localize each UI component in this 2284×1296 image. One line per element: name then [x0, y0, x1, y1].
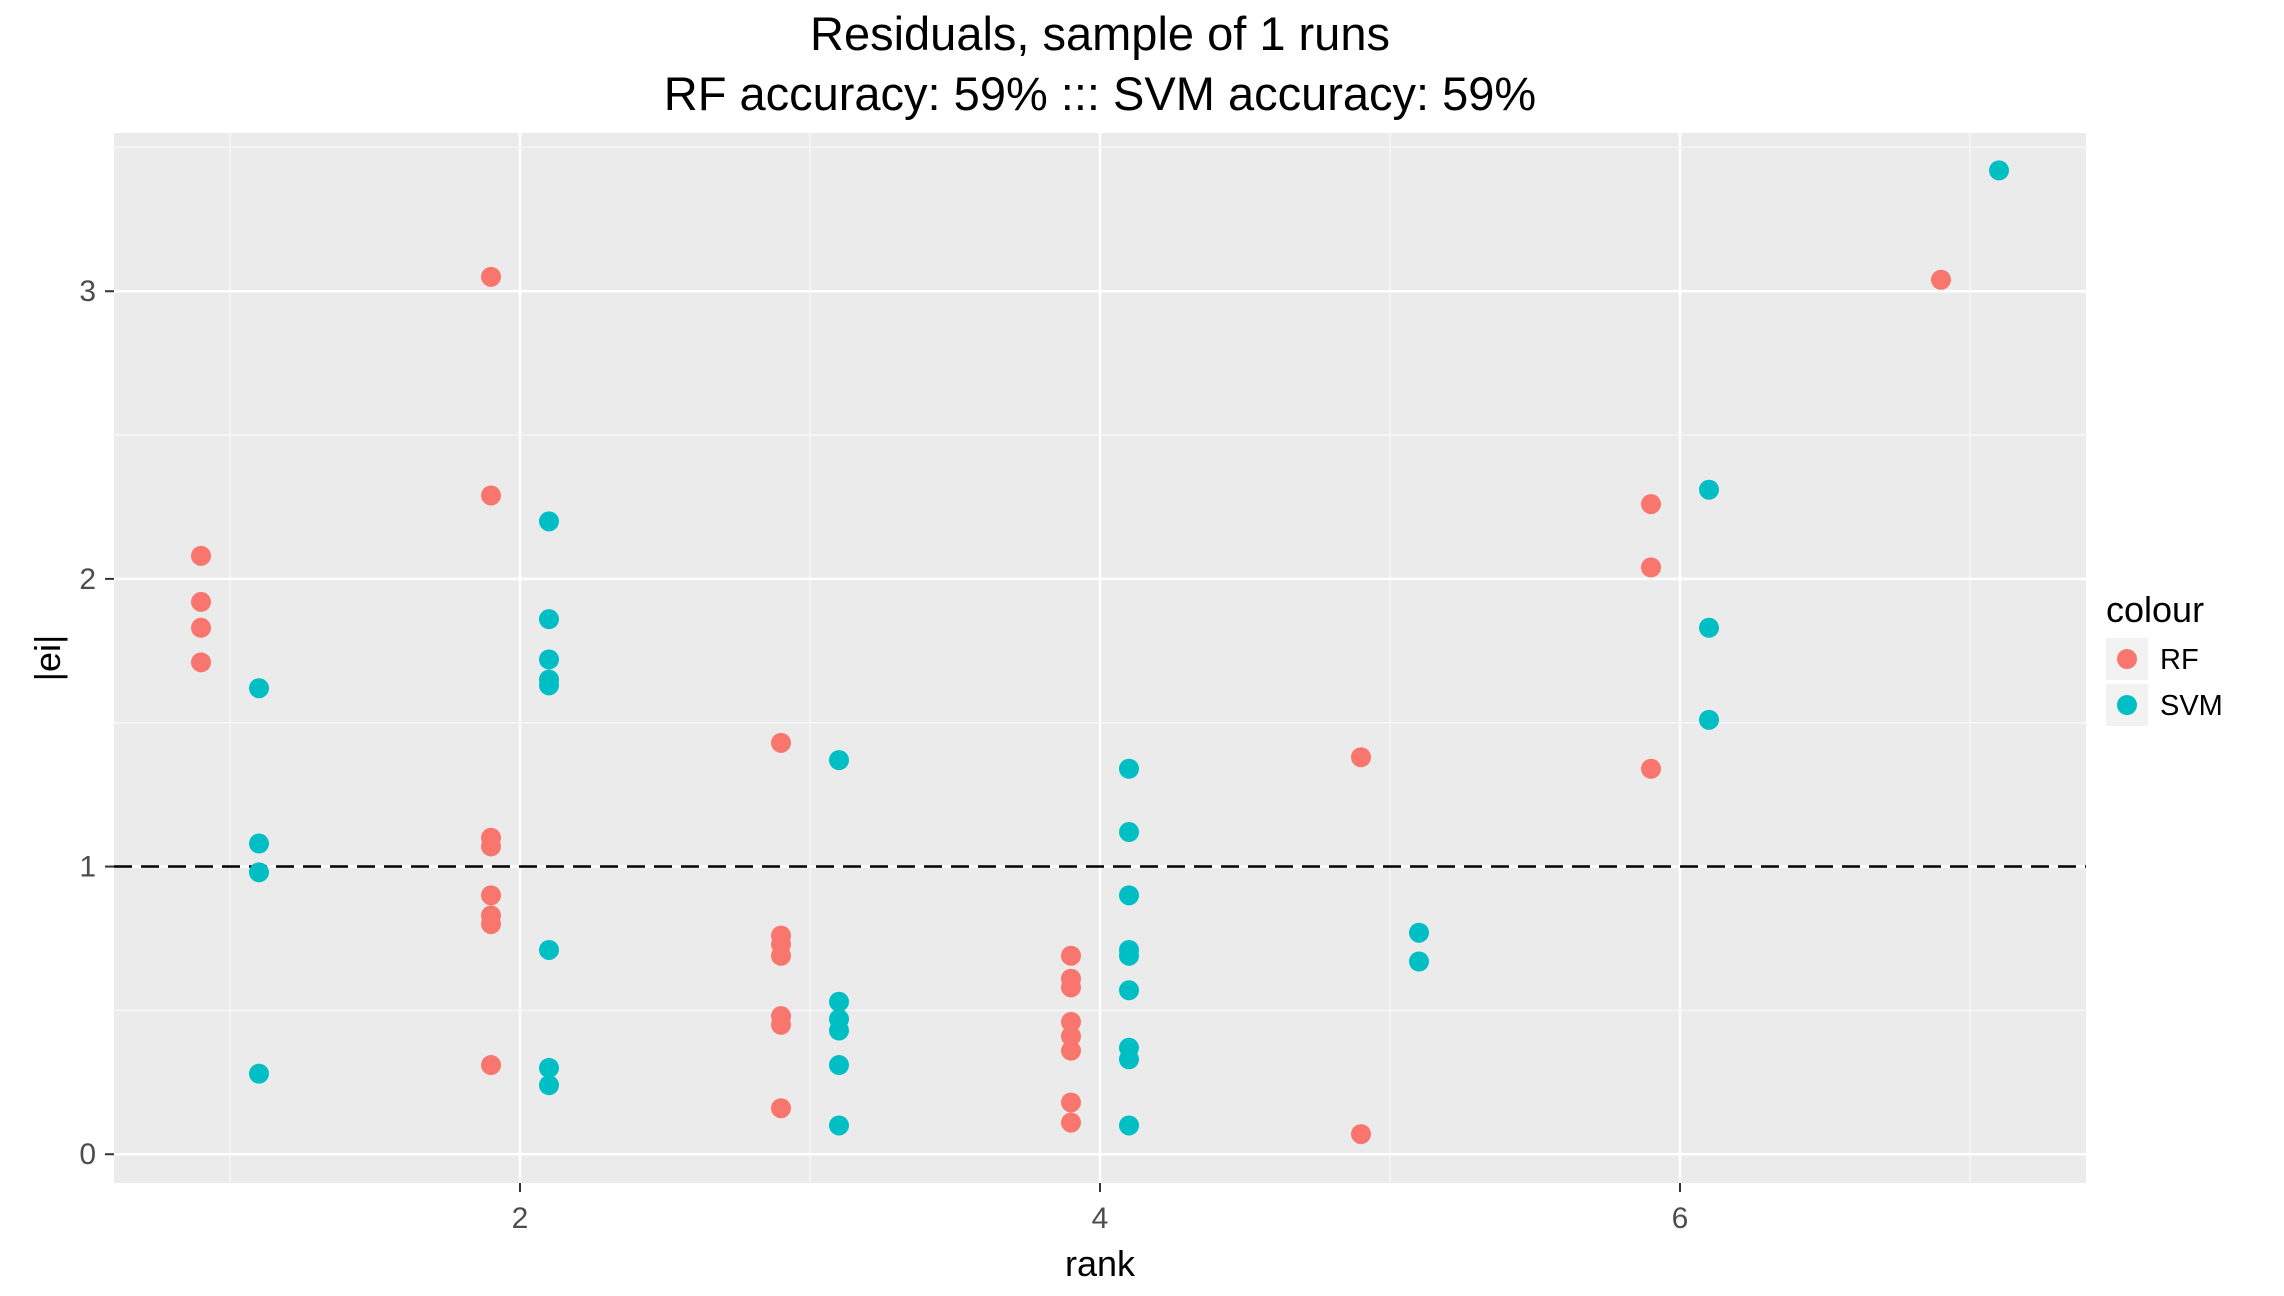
point-svm [829, 1055, 849, 1076]
point-svm [1699, 617, 1719, 638]
point-rf [1061, 1040, 1081, 1061]
point-svm [1119, 1049, 1139, 1070]
y-tick-label: 0 [79, 1138, 96, 1171]
point-svm [249, 1063, 269, 1084]
point-rf [1061, 1011, 1081, 1032]
legend-label-rf: RF [2160, 644, 2199, 676]
x-tick-label: 4 [1092, 1202, 1109, 1235]
y-tick-label: 3 [79, 275, 96, 308]
point-svm [1409, 951, 1429, 972]
x-axis-title: rank [1065, 1243, 1136, 1284]
point-rf [481, 485, 501, 506]
point-rf [1061, 1112, 1081, 1133]
point-rf [191, 545, 211, 566]
point-svm [249, 833, 269, 854]
data-points [191, 160, 2009, 1145]
point-rf [1641, 557, 1661, 578]
point-svm [1989, 160, 2009, 181]
y-tick-label: 1 [79, 851, 96, 884]
point-svm [1119, 822, 1139, 843]
point-svm [539, 939, 559, 960]
point-rf [191, 617, 211, 638]
legend-label-svm: SVM [2160, 690, 2223, 722]
legend-key-rf [2117, 649, 2137, 669]
point-svm [1699, 709, 1719, 730]
point-rf [1351, 1124, 1371, 1145]
y-axis-title: |ei| [27, 635, 68, 682]
point-svm [1119, 945, 1139, 966]
point-svm [1119, 758, 1139, 779]
y-axis: 0 1 2 3 [79, 275, 114, 1171]
point-rf [191, 591, 211, 612]
point-rf [771, 732, 791, 753]
chart-title: Residuals, sample of 1 runs [810, 7, 1390, 60]
point-rf [1641, 758, 1661, 779]
chart-subtitle: RF accuracy: 59% ::: SVM accuracy: 59% [664, 67, 1536, 120]
point-rf [481, 914, 501, 935]
point-svm [829, 1020, 849, 1041]
y-tick-label: 2 [79, 563, 96, 596]
point-svm [1119, 885, 1139, 906]
point-svm [249, 862, 269, 883]
point-rf [1351, 747, 1371, 768]
point-rf [1061, 1026, 1081, 1047]
point-rf [1061, 1092, 1081, 1113]
point-rf [191, 652, 211, 673]
point-svm [829, 991, 849, 1012]
legend-title: colour [2106, 589, 2204, 630]
point-svm [539, 649, 559, 670]
point-svm [829, 1115, 849, 1136]
point-rf [481, 266, 501, 287]
point-rf [1641, 494, 1661, 515]
point-svm [1119, 980, 1139, 1001]
point-rf [771, 1014, 791, 1035]
point-rf [771, 1098, 791, 1119]
point-svm [539, 609, 559, 630]
point-svm [249, 678, 269, 699]
point-svm [829, 750, 849, 771]
point-svm [539, 1075, 559, 1096]
point-svm [1119, 1115, 1139, 1136]
legend: colour RF SVM [2106, 589, 2223, 726]
point-rf [1931, 269, 1951, 290]
x-tick-label: 6 [1672, 1202, 1689, 1235]
point-rf [481, 1055, 501, 1076]
point-rf [1061, 977, 1081, 998]
point-svm [1409, 922, 1429, 943]
point-rf [771, 945, 791, 966]
legend-key-svm [2117, 695, 2137, 715]
point-svm [539, 675, 559, 696]
x-tick-label: 2 [512, 1202, 529, 1235]
point-svm [1699, 479, 1719, 500]
point-rf [481, 836, 501, 857]
x-axis: 2 4 6 [512, 1183, 1689, 1235]
point-svm [539, 511, 559, 532]
point-svm [539, 1057, 559, 1078]
point-rf [481, 885, 501, 906]
point-rf [1061, 945, 1081, 966]
